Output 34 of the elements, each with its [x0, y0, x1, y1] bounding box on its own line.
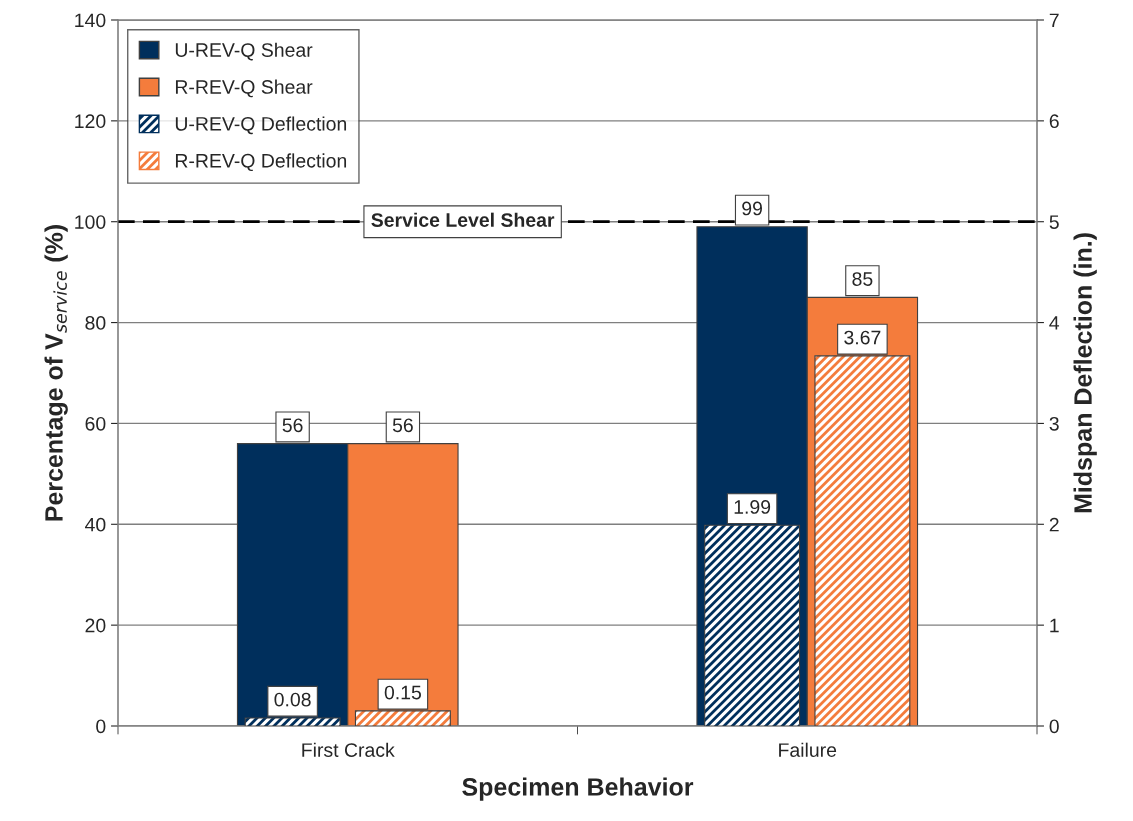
data-label: 56: [282, 418, 303, 433]
y-tick-label: 100: [75, 215, 106, 229]
data-label: 56: [392, 418, 413, 433]
y2-tick-label: 5: [1049, 215, 1059, 229]
y2-tick-label: 1: [1050, 618, 1059, 633]
x-axis-title: Specimen Behavior: [462, 777, 694, 801]
data-label: 0.08: [274, 692, 311, 707]
y2-axis-title: Midspan Deflection (in.): [1073, 233, 1097, 513]
x-tick-label: First Crack: [302, 742, 395, 757]
data-label: 0.15: [384, 685, 421, 700]
data-label: 3.67: [844, 330, 881, 345]
y-tick-label: 0: [96, 719, 106, 734]
y-tick-label: 140: [75, 13, 106, 28]
legend-label: R-REV-Q Shear: [175, 79, 313, 98]
y2-tick-label: 7: [1049, 13, 1059, 28]
data-label: 1.99: [734, 500, 771, 514]
data-label: 85: [852, 272, 873, 286]
y-tick-label: 120: [75, 114, 106, 129]
legend-label: R-REV-Q Deflection: [175, 153, 347, 172]
y2-tick-label: 2: [1049, 517, 1059, 532]
x-tick-label: Failure: [779, 742, 837, 757]
data-label: 99: [742, 201, 762, 216]
y-tick-label: 40: [85, 517, 106, 532]
ref-line-label: Service Level Shear: [371, 212, 555, 227]
y2-tick-label: 4: [1049, 316, 1060, 330]
legend-label: U-REV-Q Deflection: [175, 116, 347, 135]
y-tick-label: 80: [85, 316, 106, 330]
y-axis-title: Percentage of V$_{service}$ (%): [44, 225, 68, 521]
y-tick-label: 20: [85, 618, 106, 633]
y2-tick-label: 0: [1049, 719, 1059, 734]
legend-label: U-REV-Q Shear: [175, 42, 313, 61]
y2-tick-label: 3: [1049, 416, 1059, 431]
y-tick-label: 60: [85, 416, 106, 431]
y2-tick-label: 6: [1049, 114, 1059, 129]
